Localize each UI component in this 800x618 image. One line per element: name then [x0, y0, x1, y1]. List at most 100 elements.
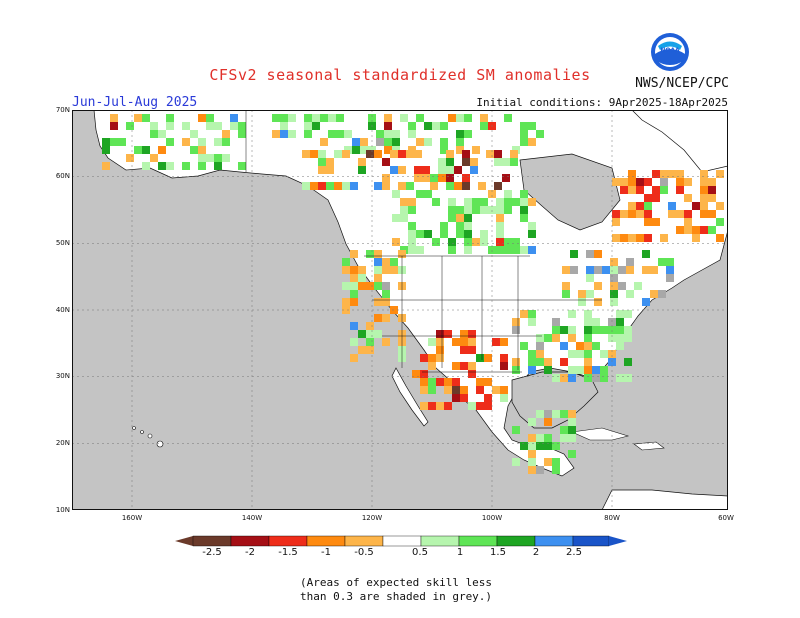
anomaly-cell — [570, 250, 578, 258]
anomaly-cell — [320, 138, 328, 146]
anomaly-cell — [470, 158, 478, 166]
anomaly-cell — [390, 266, 398, 274]
lon-label: 80W — [604, 514, 620, 522]
anomaly-cell — [468, 402, 476, 410]
anomaly-cell — [318, 166, 326, 174]
anomaly-cell — [528, 358, 536, 366]
anomaly-cell — [416, 190, 424, 198]
anomaly-cell — [536, 342, 544, 350]
anomaly-cell — [444, 378, 452, 386]
anomaly-cell — [502, 174, 510, 182]
anomaly-cell — [476, 402, 484, 410]
anomaly-cell — [528, 466, 536, 474]
anomaly-cell — [328, 130, 336, 138]
anomaly-cell — [628, 234, 636, 242]
anomaly-cell — [464, 238, 472, 246]
anomaly-cell — [716, 234, 724, 242]
anomaly-cell — [444, 330, 452, 338]
anomaly-cell — [182, 138, 190, 146]
anomaly-cell — [462, 182, 470, 190]
anomaly-cell — [390, 166, 398, 174]
anomaly-cell — [166, 162, 174, 170]
anomaly-cell — [422, 166, 430, 174]
anomaly-cell — [568, 434, 576, 442]
anomaly-cell — [464, 206, 472, 214]
anomaly-cell — [102, 162, 110, 170]
anomaly-cell — [182, 122, 190, 130]
anomaly-cell — [376, 130, 384, 138]
anomaly-cell — [382, 158, 390, 166]
anomaly-cell — [366, 338, 374, 346]
anomaly-cell — [272, 114, 280, 122]
anomaly-cell — [336, 130, 344, 138]
anomaly-cell — [608, 350, 616, 358]
anomaly-cell — [374, 250, 382, 258]
anomaly-cell — [344, 130, 352, 138]
lat-label: 50N — [55, 239, 70, 247]
anomaly-cell — [452, 394, 460, 402]
anomaly-cell — [562, 290, 570, 298]
anomaly-cell — [608, 334, 616, 342]
anomaly-cell — [222, 130, 230, 138]
anomaly-cell — [424, 230, 432, 238]
legend-swatch — [306, 535, 346, 547]
anomaly-cell — [700, 178, 708, 186]
anomaly-cell — [448, 206, 456, 214]
anomaly-cell — [166, 114, 174, 122]
anomaly-cell — [206, 114, 214, 122]
anomaly-cell — [500, 362, 508, 370]
anomaly-cell — [484, 354, 492, 362]
anomaly-cell — [408, 198, 416, 206]
anomaly-cell — [484, 394, 492, 402]
anomaly-cell — [668, 170, 676, 178]
anomaly-cell — [628, 186, 636, 194]
anomaly-cell — [456, 206, 464, 214]
anomaly-cell — [150, 122, 158, 130]
anomaly-cell — [536, 350, 544, 358]
anomaly-cell — [692, 202, 700, 210]
anomaly-cell — [584, 374, 592, 382]
anomaly-cell — [312, 114, 320, 122]
anomaly-cell — [360, 138, 368, 146]
anomaly-cell — [616, 310, 624, 318]
anomaly-cell — [620, 234, 628, 242]
anomaly-cells — [102, 114, 724, 474]
anomaly-cell — [454, 182, 462, 190]
anomaly-cell — [398, 166, 406, 174]
anomaly-cell — [460, 330, 468, 338]
anomaly-cell — [368, 114, 376, 122]
legend-tick-label: -2.5 — [202, 547, 222, 558]
anomaly-cell — [586, 266, 594, 274]
anomaly-cell — [472, 198, 480, 206]
anomaly-cell — [110, 138, 118, 146]
anomaly-cell — [684, 226, 692, 234]
anomaly-cell — [520, 130, 528, 138]
anomaly-cell — [544, 442, 552, 450]
anomaly-cell — [326, 182, 334, 190]
anomaly-cell — [576, 366, 584, 374]
legend-swatch — [572, 535, 610, 547]
anomaly-cell — [600, 366, 608, 374]
anomaly-cell — [424, 122, 432, 130]
anomaly-cell — [350, 322, 358, 330]
anomaly-cell — [520, 206, 528, 214]
anomaly-cell — [420, 378, 428, 386]
anomaly-cell — [626, 266, 634, 274]
anomaly-cell — [436, 338, 444, 346]
anomaly-cell — [424, 138, 432, 146]
anomaly-cell — [560, 358, 568, 366]
lon-label: 160W — [121, 514, 143, 522]
anomaly-cell — [544, 418, 552, 426]
anomaly-cell — [512, 238, 520, 246]
anomaly-cell — [382, 338, 390, 346]
anomaly-cell — [366, 282, 374, 290]
anomaly-cell — [552, 410, 560, 418]
anomaly-cell — [382, 282, 390, 290]
anomaly-cell — [358, 158, 366, 166]
anomaly-cell — [496, 246, 504, 254]
anomaly-cell — [528, 222, 536, 230]
anomaly-cell — [350, 282, 358, 290]
hawaii-islands — [132, 426, 164, 448]
anomaly-cell — [430, 182, 438, 190]
anomaly-cell — [448, 198, 456, 206]
